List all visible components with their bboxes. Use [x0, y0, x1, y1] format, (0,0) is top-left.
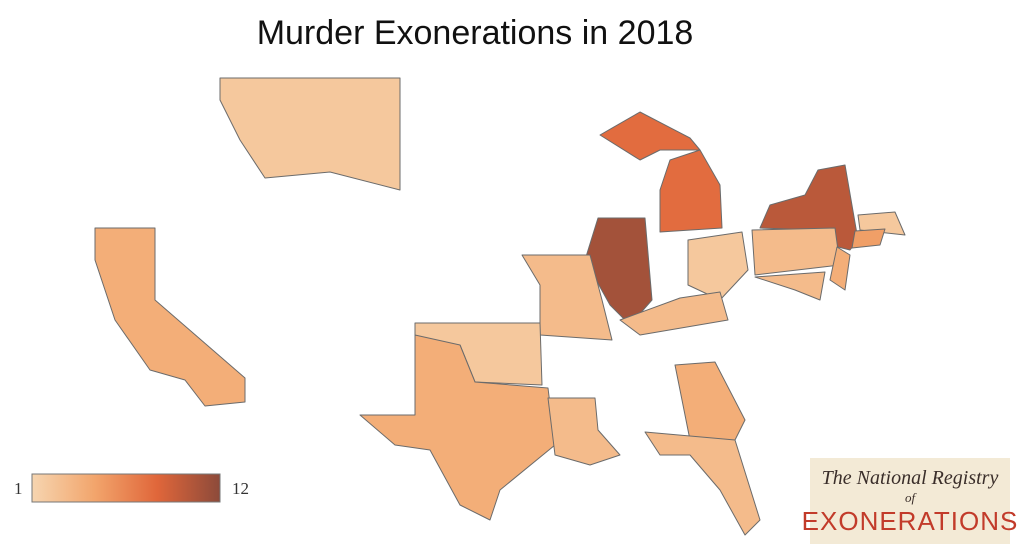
scale-min-label: 1	[14, 479, 23, 498]
map-title: Murder Exonerations in 2018	[257, 14, 694, 52]
state-region	[599, 111, 723, 233]
state-region	[829, 246, 851, 291]
state-region	[674, 361, 746, 441]
logo-line: EXONERATIONS	[802, 506, 1019, 536]
state-region	[857, 211, 906, 236]
logo-line: of	[905, 490, 918, 505]
logo-line: The National Registry	[822, 467, 999, 489]
state-region	[219, 77, 401, 191]
state-region	[521, 254, 613, 341]
scale-max-label: 12	[232, 479, 249, 498]
state-region	[751, 227, 841, 276]
state-region	[754, 271, 826, 301]
state-region	[547, 397, 621, 466]
logo: The National Registry of EXONERATIONS	[802, 458, 1019, 544]
logo-background	[810, 458, 1010, 544]
state-region	[687, 231, 749, 301]
color-scale	[31, 473, 221, 503]
states	[94, 77, 906, 536]
state-region	[851, 228, 886, 249]
state-region	[619, 291, 729, 336]
state-region	[94, 227, 246, 407]
state-region	[644, 431, 761, 536]
state-region	[359, 334, 556, 521]
